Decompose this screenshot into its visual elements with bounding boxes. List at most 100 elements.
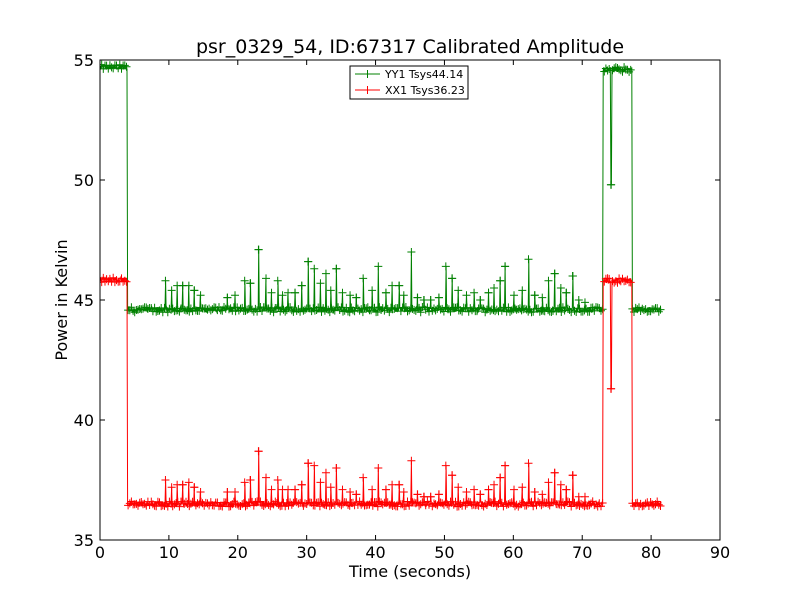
ticks-layer: 0 10 20 30 40 50 60 70 80 90 35 40 45 50 55 [74, 51, 731, 562]
data-point-marker [374, 464, 383, 472]
data-point-marker [413, 490, 422, 499]
legend-box [349, 65, 469, 100]
data-point-marker [484, 485, 493, 494]
data-point-marker [454, 483, 463, 492]
data-point-marker [326, 483, 335, 492]
data-point-marker [550, 468, 559, 477]
data-point-marker [267, 485, 276, 494]
data-point-marker [518, 483, 527, 492]
data-point-marker [544, 276, 553, 285]
data-point-marker [496, 473, 505, 482]
data-point-marker [381, 485, 390, 494]
data-point-marker [470, 288, 479, 297]
data-point-marker [607, 180, 616, 189]
series-markers-1 [100, 273, 665, 511]
data-point-marker [441, 461, 450, 470]
data-point-marker [462, 488, 471, 496]
data-point-marker [316, 478, 325, 487]
data-point-marker [426, 492, 435, 501]
legend-marker-xx1 [363, 86, 372, 94]
data-point-marker [568, 471, 577, 480]
data-point-marker [278, 291, 287, 300]
data-point-marker [399, 291, 408, 300]
data-point-marker [332, 464, 341, 472]
data-point-marker [407, 456, 416, 465]
data-point-marker [556, 284, 565, 292]
data-point-marker [434, 490, 443, 499]
data-point-marker [267, 288, 276, 297]
data-point-marker [368, 286, 377, 295]
data-point-marker [441, 262, 450, 271]
data-point-marker [580, 492, 589, 501]
data-point-marker [454, 286, 463, 295]
data-point-marker [273, 476, 282, 484]
data-point-marker [254, 245, 263, 254]
data-point-marker [562, 288, 571, 297]
data-point-marker [394, 480, 403, 489]
data-point-marker [262, 473, 271, 482]
series-marker-path-0 [100, 60, 665, 317]
x-tick-label: 40 [365, 543, 385, 562]
data-point-marker [490, 284, 499, 292]
data-point-marker [574, 296, 583, 304]
data-point-marker [538, 490, 547, 499]
data-point-marker [284, 485, 293, 494]
y-tick-label: 35 [74, 531, 94, 550]
data-point-marker [434, 293, 443, 302]
data-point-marker [448, 471, 457, 480]
data-point-marker [530, 488, 539, 496]
data-point-marker [426, 296, 435, 304]
x-tick-label: 60 [503, 543, 523, 562]
data-point-marker [419, 296, 428, 304]
data-point-marker [223, 293, 232, 302]
legend-label-xx1: XX1 Tsys36.23 [385, 84, 465, 97]
data-point-marker [544, 478, 553, 487]
data-point-marker [501, 461, 510, 470]
data-point-marker [321, 468, 330, 477]
data-point-marker [496, 276, 505, 285]
data-point-marker [196, 291, 205, 300]
data-point-marker [284, 288, 293, 297]
data-point-marker [501, 262, 510, 271]
data-point-marker [338, 485, 347, 494]
data-point-marker [359, 274, 368, 283]
x-tick-label: 30 [296, 543, 316, 562]
data-point-marker [310, 264, 319, 273]
data-point-marker [240, 276, 249, 285]
y-tick-label: 40 [74, 411, 94, 430]
y-tick-label: 50 [74, 171, 94, 190]
data-point-marker [352, 490, 361, 499]
data-point-marker [346, 488, 355, 496]
y-tick-label: 45 [74, 291, 94, 310]
data-point-marker [381, 288, 390, 297]
data-point-marker [297, 480, 306, 489]
data-point-marker [190, 286, 199, 295]
x-tick-label: 0 [95, 543, 105, 562]
data-point-marker [388, 281, 397, 290]
data-point-marker [524, 255, 533, 264]
data-point-marker [304, 257, 313, 266]
data-point-marker [556, 480, 565, 489]
data-point-marker [231, 291, 240, 300]
series-marker-path-1 [100, 273, 665, 511]
data-point-marker [297, 281, 306, 290]
data-point-marker [476, 490, 485, 499]
data-point-marker [290, 288, 299, 297]
y-tick-label: 55 [74, 51, 94, 70]
data-point-marker [462, 291, 471, 300]
legend-marker-yy1 [363, 70, 372, 78]
data-point-marker [524, 459, 533, 468]
data-point-marker [550, 269, 559, 278]
data-point-marker [254, 447, 263, 456]
y-axis-label: Power in Kelvin [52, 239, 71, 360]
data-point-marker [568, 272, 577, 280]
data-point-marker [484, 288, 493, 297]
data-point-marker [518, 286, 527, 295]
x-tick-label: 20 [228, 543, 248, 562]
data-point-marker [161, 276, 170, 285]
x-tick-label: 70 [572, 543, 592, 562]
x-axis-label: Time (seconds) [348, 562, 471, 581]
x-tick-label: 10 [159, 543, 179, 562]
data-point-marker [388, 480, 397, 489]
